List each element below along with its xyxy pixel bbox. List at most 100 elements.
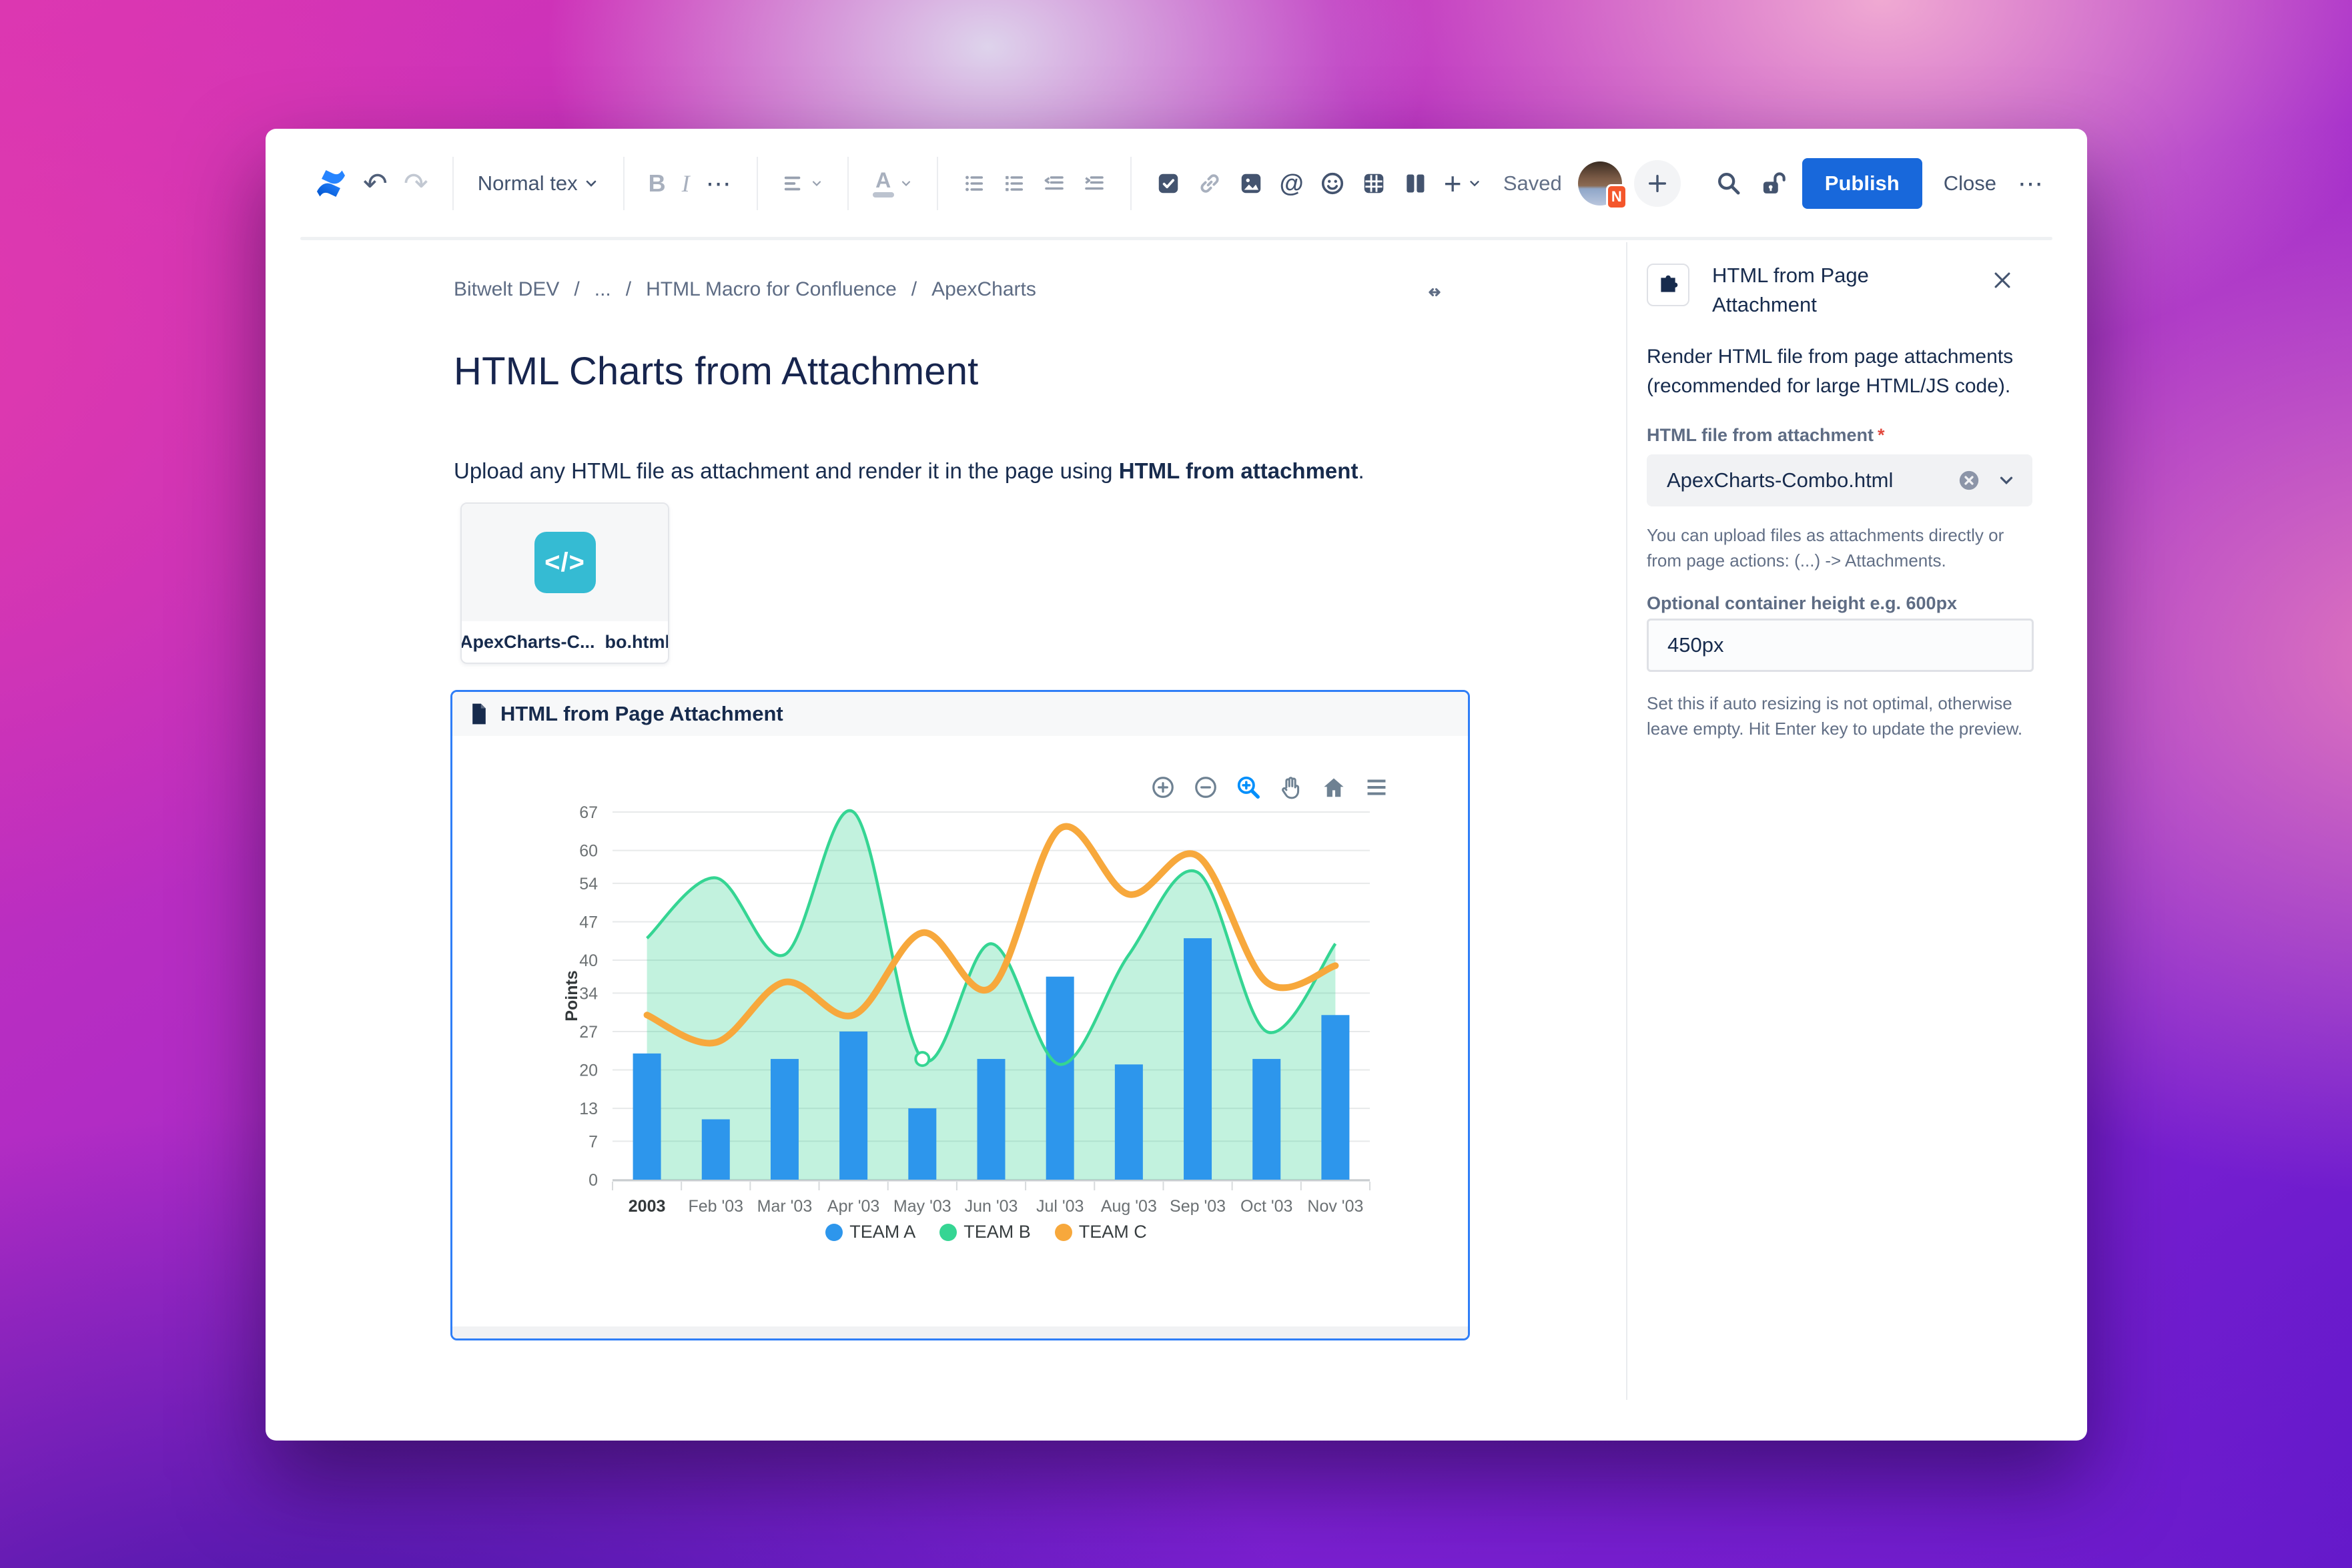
emoji-button[interactable] [1320,171,1345,196]
restrictions-button[interactable] [1758,169,1786,198]
chart-zoom-out-icon[interactable] [1193,775,1218,800]
puzzle-icon [1661,275,1678,292]
svg-text:40: 40 [579,951,598,970]
macro-panel-title: HTML from Page Attachment [500,702,783,725]
svg-text:60: 60 [579,842,598,861]
breadcrumb-item-current[interactable]: ApexCharts [931,278,1036,300]
attachment-filename: ApexCharts-C... bo.html [460,631,669,652]
height-field-label: Optional container height e.g. 600px [1647,593,1958,613]
legend-label: TEAM C [1078,1222,1147,1242]
editor-toolbar: ↶ ↷ Normal tex B I ⋯ A [266,129,2087,238]
numbered-list-icon [1005,175,1023,191]
insert-image-button[interactable] [1238,171,1264,196]
breadcrumb-separator: / [911,278,917,300]
insert-table-button[interactable] [1361,171,1387,196]
text-color-icon: A [872,169,894,198]
insert-more-dropdown[interactable]: + [1443,166,1482,201]
attachment-card[interactable]: </> ApexCharts-C... bo.html [460,502,669,664]
mention-button[interactable]: @ [1279,169,1304,197]
link-icon [1200,174,1219,193]
html-file-icon: </> [534,532,596,593]
document-icon [472,703,486,725]
avatar[interactable]: N [1577,161,1627,210]
text-format-more-button[interactable]: ⋯ [705,169,733,198]
legend-marker [1054,1223,1072,1241]
publish-button[interactable]: Publish [1802,158,1922,209]
chart-legend: TEAM A TEAM B TEAM C [562,1222,1410,1242]
task-checkbox-icon [1158,173,1178,193]
bullet-list-button[interactable] [962,171,986,195]
sidebar-title-line1: HTML from Page [1712,264,1869,287]
legend-item-team-a[interactable]: TEAM A [825,1222,915,1242]
container-height-input[interactable] [1647,619,2034,672]
save-status: Saved [1503,171,1562,195]
svg-text:47: 47 [579,913,598,931]
outdent-button[interactable] [1042,171,1066,195]
toolbar-divider [452,157,454,210]
file-select[interactable]: ApexCharts-Combo.html [1647,454,2032,506]
breadcrumb-item-parent[interactable]: HTML Macro for Confluence [646,278,897,300]
page-paragraph[interactable]: Upload any HTML file as attachment and r… [454,458,1364,484]
breadcrumb-item-space[interactable]: Bitwelt DEV [454,278,560,300]
text-style-dropdown[interactable]: Normal tex [478,171,599,195]
toolbar-divider-line [300,237,2052,240]
chart-zoom-in-icon[interactable] [1150,775,1176,800]
task-list-button[interactable] [1156,171,1181,196]
bold-button[interactable]: B [648,169,666,197]
file-field-helper: You can upload files as attachments dire… [1647,525,2004,570]
layout-columns-button[interactable] [1403,171,1428,196]
svg-text:27: 27 [579,1023,598,1042]
indent-button[interactable] [1082,171,1106,195]
svg-text:Jun '03: Jun '03 [965,1197,1018,1216]
plus-icon: + [1443,166,1462,201]
svg-text:7: 7 [589,1132,598,1151]
text-style-label: Normal tex [477,171,578,195]
close-editor-button[interactable]: Close [1938,165,2002,202]
sidebar-title-line2: Attachment [1712,293,1817,316]
paragraph-bold-text: HTML from attachment [1118,458,1358,483]
chart-menu-icon[interactable] [1364,775,1389,800]
paragraph-suffix: . [1358,458,1364,483]
attachment-thumbnail: </> [462,504,668,621]
chart-pan-icon[interactable] [1278,775,1304,800]
invite-collaborator-button[interactable] [1633,160,1681,207]
undo-button[interactable]: ↶ [363,167,388,200]
numbered-list-button[interactable] [1002,171,1026,195]
breadcrumb-item-ellipsis[interactable]: ... [594,278,611,300]
italic-button[interactable]: I [681,170,690,197]
legend-label: TEAM A [849,1222,916,1242]
html-macro-panel[interactable]: HTML from Page Attachment 0 7 13 20 27 [450,690,1470,1340]
toolbar-divider [756,157,758,210]
confluence-logo[interactable] [315,167,347,200]
expand-width-button[interactable] [1421,281,1448,304]
svg-text:Mar '03: Mar '03 [757,1197,813,1216]
search-icon [1717,172,1740,195]
required-asterisk: * [1878,425,1885,445]
legend-item-team-b[interactable]: TEAM B [939,1222,1031,1242]
select-chevron-down-icon[interactable] [1996,470,2016,490]
svg-text:Points: Points [562,970,581,1021]
legend-marker [939,1223,957,1241]
image-icon [1241,173,1260,193]
svg-text:May '03: May '03 [893,1197,951,1216]
text-color-dropdown[interactable]: A [872,169,913,198]
page-title[interactable]: HTML Charts from Attachment [454,350,979,393]
chart-area: 0 7 13 20 27 34 40 47 54 60 67 2003 Feb '03 Mar '03 Ap… [562,759,1410,1279]
outdent-icon [1044,176,1064,190]
legend-item-team-c[interactable]: TEAM C [1054,1222,1147,1242]
chevron-down-icon [586,180,596,187]
columns-icon [1407,174,1425,193]
sidebar-close-button[interactable] [1987,265,2018,296]
sidebar-title: HTML from Page Attachment [1712,261,1939,320]
editor-more-button[interactable]: ⋯ [2018,169,2044,198]
chart-selection-zoom-icon[interactable] [1236,775,1261,800]
svg-text:67: 67 [579,803,598,822]
redo-button[interactable]: ↷ [403,167,428,200]
alignment-dropdown[interactable] [782,172,823,195]
chevron-down-icon [901,181,910,187]
search-button[interactable] [1715,170,1742,197]
clear-selection-icon[interactable] [1958,469,1980,492]
chart-home-icon[interactable] [1321,775,1346,800]
link-button[interactable] [1197,171,1222,196]
svg-text:Nov '03: Nov '03 [1307,1197,1363,1216]
